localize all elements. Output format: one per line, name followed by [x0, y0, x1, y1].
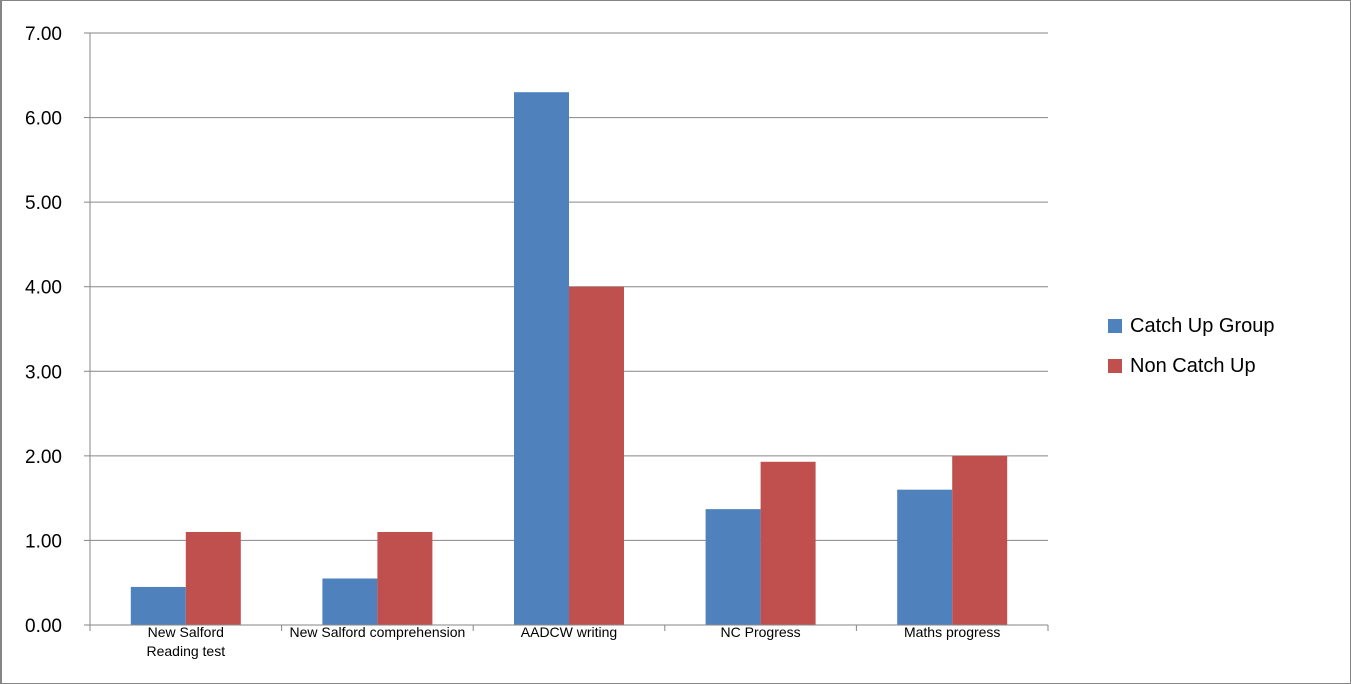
legend-item-catch-up-group: Catch Up Group [1108, 312, 1275, 340]
x-category-label: NC Progress [721, 624, 801, 640]
legend-swatch-catch-up-group [1108, 319, 1122, 333]
legend-item-non-catch-up: Non Catch Up [1108, 352, 1275, 380]
x-category-label: AADCW writing [521, 624, 617, 640]
x-category-label: New Salford [148, 624, 224, 640]
legend-label-non-catch-up: Non Catch Up [1130, 354, 1256, 377]
y-tick-label: 1.00 [25, 531, 62, 552]
legend-label-catch-up-group: Catch Up Group [1130, 314, 1275, 337]
bar-catch-up-group-3 [705, 509, 761, 625]
x-axis: New Salford Reading test New Salford compr… [89, 624, 1049, 659]
legend-swatch-non-catch-up [1108, 359, 1122, 373]
x-category-label: Reading test [146, 643, 225, 659]
y-tick-label: 2.00 [25, 447, 62, 468]
y-axis: 0.00 1.00 2.00 3.00 4.00 5.00 6.00 7.00 [25, 24, 91, 637]
bar-non-catch-up-0 [185, 531, 241, 625]
y-tick-label: 6.00 [25, 109, 62, 130]
bar-non-catch-up-4 [952, 455, 1008, 625]
bar-catch-up-group-0 [130, 586, 186, 625]
y-tick-label: 7.00 [25, 24, 62, 45]
x-category-label: New Salford comprehension [289, 624, 465, 640]
x-category-label: Maths progress [904, 624, 1000, 640]
bar-non-catch-up-1 [377, 531, 433, 625]
bars [130, 92, 1008, 625]
y-tick-label: 5.00 [25, 193, 62, 214]
bar-catch-up-group-2 [514, 92, 569, 625]
y-tick-label: 4.00 [25, 278, 62, 299]
bar-non-catch-up-3 [760, 461, 816, 625]
bar-catch-up-group-1 [322, 578, 378, 625]
legend: Catch Up Group Non Catch Up [1108, 312, 1275, 392]
y-tick-label: 3.00 [25, 362, 62, 383]
bar-non-catch-up-2 [569, 286, 624, 625]
bar-catch-up-group-4 [897, 489, 953, 625]
y-tick-label: 0.00 [25, 616, 62, 637]
